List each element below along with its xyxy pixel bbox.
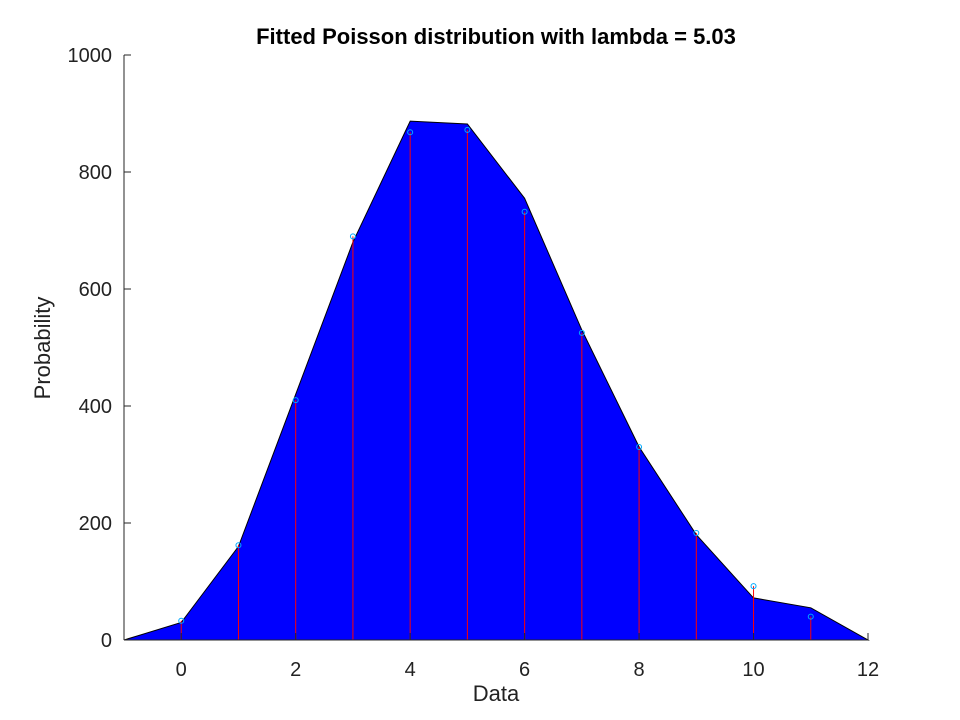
x-tick-label: 4 — [405, 659, 416, 681]
x-tick-label: 12 — [857, 659, 879, 681]
stem-marker — [235, 542, 242, 549]
y-axis-label: Probability — [30, 297, 55, 400]
stem-marker — [178, 617, 185, 624]
stem-marker — [750, 583, 757, 590]
stem-marker — [636, 443, 643, 450]
plot-area — [123, 120, 870, 641]
y-tick-label: 600 — [79, 279, 112, 301]
stem-marker — [807, 613, 814, 620]
y-tick-label: 800 — [79, 162, 112, 184]
x-tick-label: 6 — [519, 659, 530, 681]
stem-marker — [407, 129, 414, 136]
area-series — [123, 120, 870, 641]
stem-marker — [578, 329, 585, 336]
stem-marker — [521, 208, 528, 215]
x-tick-label: 10 — [742, 659, 764, 681]
axes: 0 2 4 6 8 10 12 0 200 400 600 800 1000 — [68, 45, 880, 681]
y-tick-label: 200 — [79, 513, 112, 535]
stem-marker — [349, 233, 356, 240]
y-tick-label: 0 — [101, 630, 112, 652]
chart-title: Fitted Poisson distribution with lambda … — [256, 24, 736, 49]
stem-marker — [693, 529, 700, 536]
x-tick-label: 0 — [176, 659, 187, 681]
stem-marker — [292, 397, 299, 404]
y-tick-label: 400 — [79, 396, 112, 418]
y-tick-label: 1000 — [68, 45, 113, 67]
x-axis-label: Data — [473, 681, 520, 706]
x-tick-label: 2 — [290, 659, 301, 681]
stem-marker — [464, 126, 471, 133]
x-tick-label: 8 — [634, 659, 645, 681]
